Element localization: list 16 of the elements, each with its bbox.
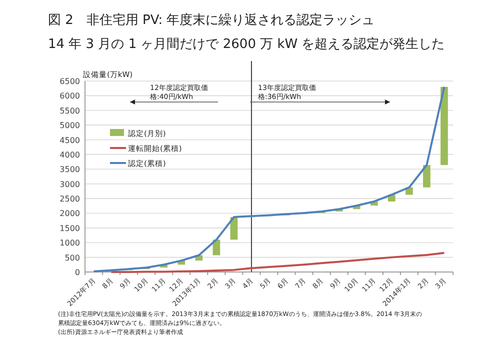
y-tick-label: 0 (74, 268, 80, 277)
y-tick-label: 500 (64, 253, 80, 262)
y-tick-label: 6500 (60, 77, 80, 86)
y-tick-label: 5000 (60, 121, 80, 130)
y-tick-label: 5500 (60, 106, 80, 116)
y-tick-label: 3000 (60, 180, 80, 189)
y-tick-label: 4000 (60, 150, 80, 160)
y-tick-label: 3500 (60, 165, 80, 174)
chart-subtitle: 14 年 3 月の 1 ヶ月間だけで 2600 万 kW を超える認定が発生した (48, 37, 445, 52)
y-tick-label: 2500 (60, 194, 80, 204)
y-tick-label: 6000 (60, 92, 80, 101)
y-tick-label: 4500 (60, 136, 80, 145)
y-tick-label: 1000 (60, 238, 80, 248)
chart-title: 図 2 非住宅用 PV: 年度末に繰り返される認定ラッシュ (48, 12, 375, 28)
y-tick-label: 2000 (60, 209, 80, 218)
y-tick-label: 1500 (60, 224, 80, 233)
